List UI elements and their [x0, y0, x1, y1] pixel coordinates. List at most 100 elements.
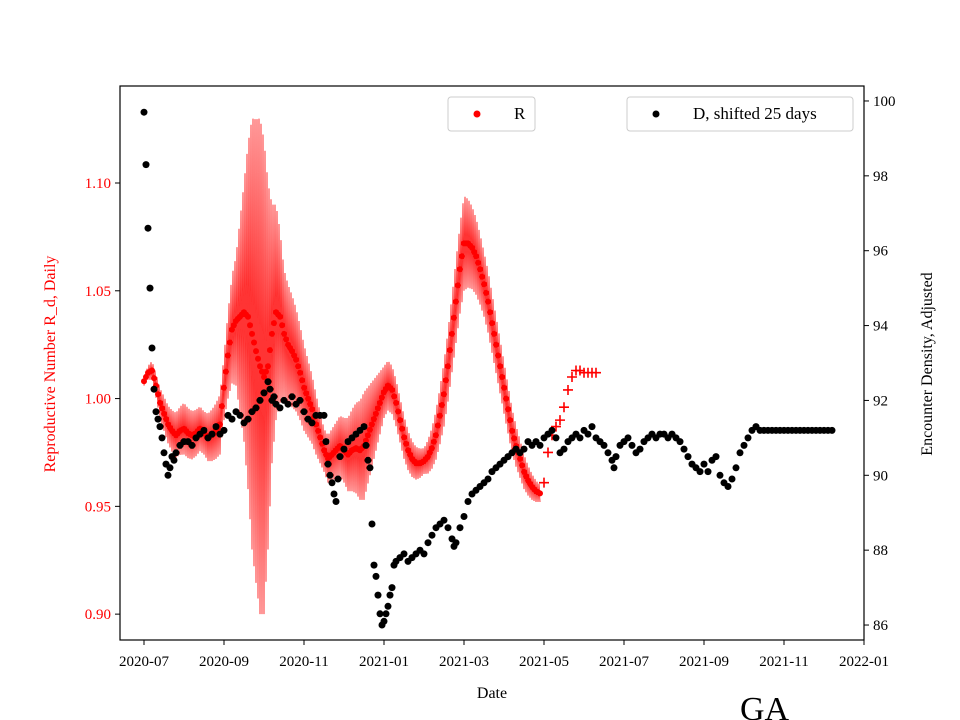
r-point — [375, 405, 381, 412]
r-point — [301, 384, 307, 391]
r-point — [501, 384, 507, 391]
d-point — [220, 426, 228, 434]
left-y-tick-label: 0.90 — [85, 607, 111, 623]
d-point — [696, 468, 704, 476]
r-point — [395, 408, 401, 415]
r-point — [227, 339, 233, 346]
d-point — [336, 453, 344, 461]
r-point — [397, 417, 403, 424]
r-point — [485, 298, 491, 305]
d-point — [624, 434, 632, 442]
d-point — [400, 550, 408, 558]
d-point — [724, 483, 732, 490]
r-point — [431, 438, 437, 445]
r-point — [371, 416, 377, 422]
x-tick-label: 2020-11 — [279, 654, 328, 670]
d-point — [326, 471, 334, 479]
r-point — [451, 314, 457, 321]
r-point — [429, 445, 435, 452]
d-point — [300, 408, 308, 416]
d-point — [332, 498, 340, 505]
d-point — [456, 524, 464, 532]
d-point — [270, 393, 278, 401]
r-cross-point — [567, 372, 577, 383]
r-point — [455, 282, 461, 289]
r-cross-point — [539, 477, 549, 488]
r-point — [503, 395, 509, 402]
d-point — [428, 531, 436, 539]
r-point — [295, 363, 301, 370]
r-point — [303, 390, 309, 397]
plot-frame — [119, 85, 865, 641]
right-y-tick-label: 96 — [873, 244, 889, 260]
r-point — [223, 368, 229, 375]
r-point — [517, 455, 523, 462]
r-point — [497, 363, 503, 370]
r-point — [157, 399, 163, 406]
d-point — [328, 479, 336, 487]
r-oscillation-path — [143, 118, 541, 615]
d-point — [484, 475, 492, 483]
d-point — [604, 449, 612, 457]
r-point — [271, 320, 277, 327]
d-point — [740, 441, 748, 449]
r-point — [269, 330, 275, 337]
d-point — [200, 426, 208, 434]
r-point — [393, 399, 399, 406]
r-point — [263, 368, 269, 375]
d-point — [610, 464, 618, 472]
d-point — [380, 617, 388, 625]
d-point — [376, 610, 384, 618]
r-point — [261, 374, 267, 380]
d-point — [460, 513, 468, 520]
r-point — [537, 490, 543, 497]
d-point — [368, 520, 376, 528]
r-point — [389, 386, 395, 393]
left-y-axis-label: Reproductive Number R_d, Daily — [42, 256, 59, 473]
r-point — [441, 391, 447, 398]
d-point — [372, 572, 380, 580]
r-point — [519, 462, 525, 469]
d-point — [142, 161, 150, 169]
r-point — [255, 355, 261, 362]
r-point — [251, 339, 257, 346]
r-point — [159, 405, 165, 412]
r-point — [505, 406, 511, 413]
d-point — [140, 108, 148, 116]
r-point — [265, 363, 271, 370]
r-point — [499, 374, 505, 380]
r-point — [277, 313, 283, 320]
legend-r-label: R — [514, 104, 526, 123]
d-point — [156, 423, 164, 431]
d-point — [158, 434, 166, 442]
d-point — [440, 516, 448, 524]
r-point — [225, 352, 231, 359]
d-point — [520, 445, 528, 453]
d-point — [628, 441, 636, 449]
right-y-tick-label: 90 — [873, 468, 888, 484]
d-point — [264, 378, 272, 386]
r-point — [481, 281, 487, 288]
r-point — [391, 393, 397, 400]
left-y-tick-label: 0.95 — [85, 499, 111, 515]
r-point — [489, 320, 495, 327]
r-point — [403, 440, 409, 447]
d-point — [146, 284, 154, 292]
d-point — [420, 550, 428, 558]
r-cross-point — [543, 447, 553, 458]
d-point — [388, 584, 396, 592]
legend-d-box — [626, 96, 854, 132]
d-point — [552, 434, 560, 442]
d-point — [256, 396, 264, 404]
d-point — [370, 561, 378, 569]
x-tick-label: 2021-03 — [439, 654, 489, 670]
r-point — [315, 427, 321, 434]
d-point — [560, 445, 568, 453]
right-y-axis: 86 88 90 92 94 96 98 100 — [864, 94, 896, 634]
r-point — [299, 377, 305, 384]
d-point — [736, 449, 744, 457]
r-point — [307, 401, 313, 407]
d-point — [384, 602, 392, 610]
d-point — [148, 344, 156, 352]
r-cross-point — [559, 402, 569, 413]
